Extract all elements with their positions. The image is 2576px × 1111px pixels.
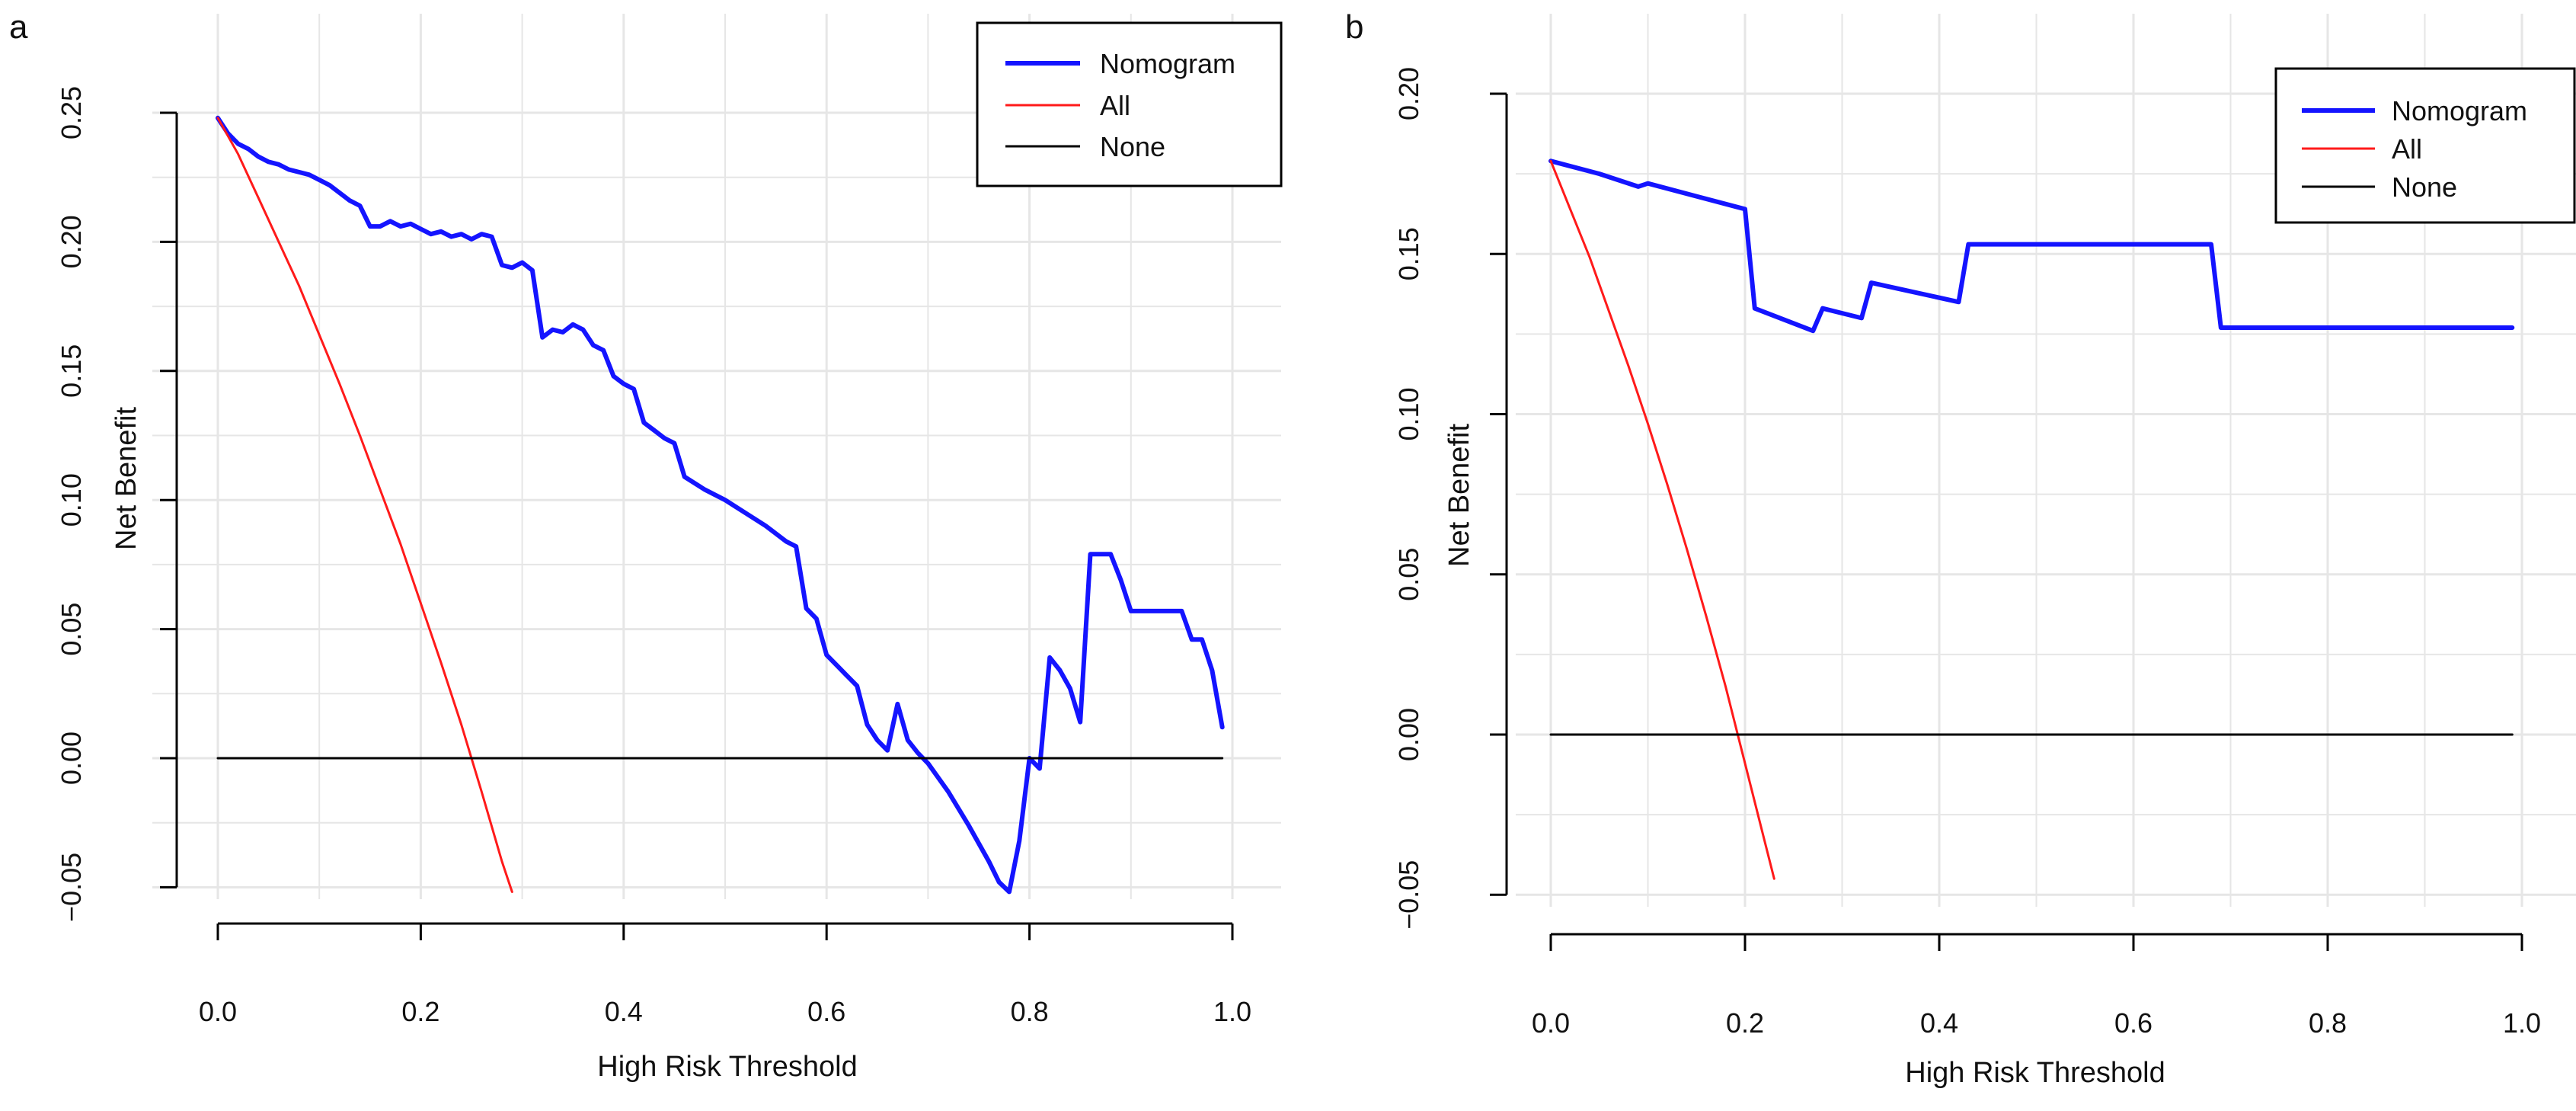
y-tick-label: 0.10 [56,473,87,527]
x-tick-label: 0.8 [1011,996,1049,1027]
panel-a-legend-label-nomogram: Nomogram [1100,48,1235,79]
panel-a-x-axis-title: High Risk Threshold [597,1051,857,1083]
x-tick-label: 0.0 [1532,1007,1570,1039]
panel-a-legend-label-all: All [1100,90,1130,121]
panel-a-axes: 0.0 0.2 0.4 0.6 0.8 1.0 −0.05 0.00 0.05 0.10 0.15 0… [56,86,1251,1027]
panel-b-letter: b [1345,8,1363,46]
y-tick-label: 0.15 [1393,227,1424,280]
series-line-all [1549,159,1775,880]
series-line-nomogram [216,115,1225,895]
panel-a-legend: Nomogram All None [976,21,1283,187]
series-line-all [216,117,513,893]
x-tick-label: 0.6 [2114,1007,2153,1039]
x-tick-label: 0.4 [1920,1007,1958,1039]
x-tick-label: 1.0 [2503,1007,2541,1039]
y-tick-label: 0.15 [56,344,87,398]
y-tick-label: 0.25 [56,86,87,139]
panel-b-legend-label-none: None [2392,171,2457,203]
x-tick-label: 0.0 [199,996,237,1027]
x-tick-label: 0.6 [807,996,845,1027]
panel-a-legend-label-none: None [1100,131,1165,162]
y-tick-label: 0.05 [56,603,87,656]
y-tick-label: −0.05 [56,853,87,922]
panel-a-letter: a [9,8,28,46]
y-tick-label: 0.00 [1393,708,1424,761]
y-tick-label: 0.10 [1393,387,1424,440]
y-tick-label: 0.00 [56,732,87,785]
x-tick-label: 1.0 [1213,996,1251,1027]
x-tick-label: 0.8 [2309,1007,2347,1039]
panel-a-y-axis-title: Net Benefit [110,407,142,550]
panel-b-y-axis-title: Net Benefit [1443,424,1475,567]
panel-b-axes: 0.0 0.2 0.4 0.6 0.8 1.0 −0.05 0.00 0.05 0.10 0.15 0… [1393,67,2541,1039]
panel-b-chart: b 0.0 0.2 0.4 0.6 0.8 1.0 −0.05 0.00 0.05 0.10 0.1… [1345,8,2576,1089]
y-tick-label: 0.20 [56,215,87,268]
y-tick-label: 0.05 [1393,548,1424,601]
panel-b-legend-label-nomogram: Nomogram [2392,95,2527,126]
x-tick-label: 0.2 [401,996,439,1027]
x-tick-label: 0.4 [605,996,643,1027]
panel-a-chart: a 0.0 0.2 0.4 0.6 0.8 1.0 −0.05 0.00 0.05 0.10 0.1… [9,8,1283,1083]
panel-b-x-axis-title: High Risk Threshold [1905,1057,2165,1089]
x-tick-label: 0.2 [1726,1007,1764,1039]
panel-b-legend-box [2274,67,2576,224]
panel-a-series [216,115,1225,895]
panel-b-series [1548,158,2515,880]
y-tick-label: 0.20 [1393,67,1424,120]
series-line-nomogram [1548,158,2515,334]
y-tick-label: −0.05 [1393,860,1424,930]
panel-b-legend-label-all: All [2392,133,2422,165]
panel-b-legend: Nomogram All None [2274,67,2576,224]
